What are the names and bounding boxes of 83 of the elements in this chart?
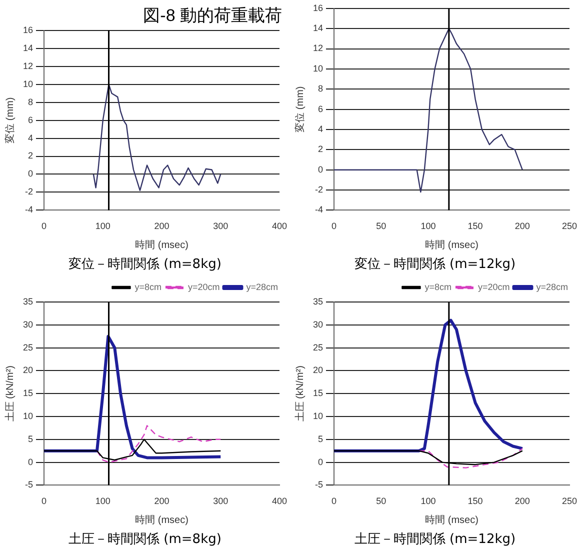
x-tick-label: 150 (468, 496, 483, 506)
x-tick-label: 100 (95, 496, 110, 506)
y-tick-label: 25 (312, 342, 324, 352)
x-tick-label: 400 (272, 221, 288, 232)
x-tick-label: 400 (272, 496, 288, 506)
x-axis-title: 時間 (msec) (135, 238, 188, 251)
y-tick-label: 30 (22, 319, 34, 330)
y-tick-label: 15 (312, 388, 324, 398)
text: 変位－時間関係 (m=12kg) (353, 256, 517, 274)
y-tick-label: 12 (312, 43, 324, 54)
y-tick-label: -2 (24, 186, 34, 197)
y-tick-label: 16 (312, 2, 324, 13)
x-tick-label: 0 (332, 221, 337, 232)
legend-label: y=8cm (134, 282, 162, 292)
x-tick-label: 250 (562, 496, 578, 506)
y-axis-title: 土圧 (kN/m²) (294, 366, 306, 422)
x-tick-label: 250 (562, 221, 578, 232)
text: 土圧－時間関係 (m=8kg) (68, 531, 222, 549)
y-tick-label: 20 (22, 365, 34, 376)
y-tick-label: 0 (318, 456, 324, 467)
legend-label: y=20cm (478, 282, 510, 292)
y-tick-label: 4 (318, 124, 324, 134)
legend-label: y=28cm (536, 282, 568, 292)
y-tick-label: 15 (22, 388, 34, 398)
x-tick-label: 0 (42, 221, 47, 232)
x-tick-label: 200 (154, 496, 170, 506)
y-tick-label: 0 (28, 456, 34, 467)
y-tick-label: 35 (22, 296, 34, 306)
y-tick-label: 10 (312, 63, 324, 74)
y-tick-label: 8 (318, 84, 324, 94)
x-tick-label: 200 (514, 221, 530, 232)
y-tick-label: 0 (318, 164, 324, 174)
y-axis-title: 土圧 (kN/m²) (4, 366, 16, 422)
y-tick-label: -2 (314, 184, 324, 195)
x-tick-label: 0 (42, 496, 47, 506)
x-tick-label: 200 (514, 496, 530, 506)
y-tick-label: 30 (312, 319, 324, 330)
y-tick-label: -4 (314, 204, 324, 215)
x-tick-label: 300 (213, 496, 228, 506)
x-tick-label: 200 (154, 221, 170, 232)
y-tick-label: 14 (312, 23, 324, 34)
y-tick-label: 25 (22, 342, 34, 352)
y-tick-label: -5 (314, 480, 324, 490)
y-tick-label: -4 (24, 204, 34, 215)
x-tick-label: 100 (95, 221, 110, 232)
y-axis-title: 変位 (mm) (4, 97, 16, 144)
y-tick-label: 4 (28, 132, 34, 143)
chart-title: 図-8 動的荷重載荷 (143, 6, 282, 25)
y-tick-label: 10 (22, 78, 34, 89)
legend-label: y=28cm (246, 282, 278, 292)
y-tick-label: 14 (22, 42, 34, 53)
x-tick-label: 50 (376, 221, 386, 232)
y-tick-label: 5 (28, 434, 34, 444)
y-tick-label: 20 (312, 365, 324, 376)
x-axis-title: 時間 (msec) (425, 238, 478, 251)
y-tick-label: 6 (318, 104, 324, 114)
y-axis-title: 変位 (mm) (294, 86, 306, 132)
line-series (96, 425, 222, 463)
y-tick-label: 2 (28, 150, 34, 161)
line-series (418, 448, 523, 468)
x-tick-label: 300 (213, 221, 228, 232)
y-tick-label: 5 (318, 434, 324, 444)
text: 変位－時間関係 (m=8kg) (68, 256, 222, 274)
x-tick-label: 150 (468, 221, 483, 232)
y-tick-label: 6 (28, 114, 34, 125)
y-tick-label: 0 (28, 168, 34, 179)
legend-label: y=20cm (188, 282, 220, 292)
y-tick-label: 35 (312, 296, 324, 306)
y-tick-label: 12 (22, 60, 34, 71)
y-tick-label: 10 (22, 410, 34, 421)
x-tick-label: 50 (376, 496, 386, 506)
text: 土圧－時間関係 (m=12kg) (353, 531, 517, 549)
x-tick-label: 100 (420, 221, 436, 232)
x-tick-label: 0 (332, 496, 337, 506)
legend-label: y=8cm (424, 282, 452, 292)
x-tick-label: 100 (420, 496, 436, 506)
y-tick-label: -5 (24, 480, 34, 490)
y-tick-label: 16 (22, 24, 34, 35)
x-axis-title: 時間 (msec) (135, 514, 188, 526)
y-tick-label: 8 (28, 96, 34, 107)
y-tick-label: 2 (318, 144, 324, 154)
x-axis-title: 時間 (msec) (425, 514, 478, 526)
y-tick-label: 10 (312, 410, 324, 421)
